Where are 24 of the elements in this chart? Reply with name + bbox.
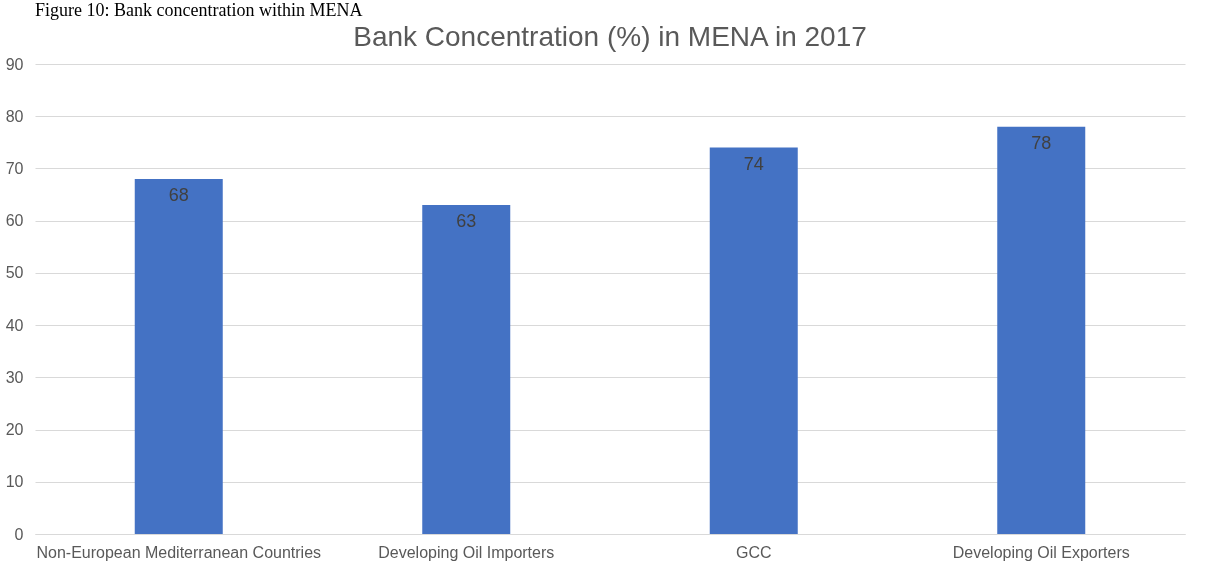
y-tick-label: 30 bbox=[5, 368, 24, 386]
bar bbox=[709, 147, 798, 534]
data-label: 78 bbox=[1031, 132, 1052, 153]
data-label: 63 bbox=[456, 211, 477, 231]
y-tick-label: 50 bbox=[5, 264, 24, 282]
y-tick-label: 70 bbox=[5, 159, 24, 177]
x-tick-label: Developing Oil Exporters bbox=[952, 543, 1130, 561]
y-tick-label: 90 bbox=[5, 55, 24, 73]
y-tick-label: 60 bbox=[5, 212, 24, 230]
bar bbox=[997, 126, 1086, 534]
y-tick-label: 10 bbox=[5, 473, 24, 491]
caption: Figure 10: Bank concentration within MENA bbox=[35, 0, 363, 20]
bar bbox=[422, 205, 511, 534]
x-tick-label: GCC bbox=[735, 543, 772, 561]
y-tick-label: 80 bbox=[5, 107, 24, 125]
data-label: 68 bbox=[168, 184, 189, 205]
y-tick-label: 20 bbox=[5, 421, 24, 439]
chart-title: Bank Concentration (%) in MENA in 2017 bbox=[353, 21, 867, 52]
x-tick-label: Developing Oil Importers bbox=[378, 543, 555, 561]
y-tick-label: 40 bbox=[5, 316, 24, 334]
data-label: 74 bbox=[743, 153, 764, 174]
x-tick-label: Non-European Mediterranean Countries bbox=[36, 543, 322, 561]
bar bbox=[134, 178, 223, 534]
y-tick-label: 0 bbox=[14, 525, 24, 543]
